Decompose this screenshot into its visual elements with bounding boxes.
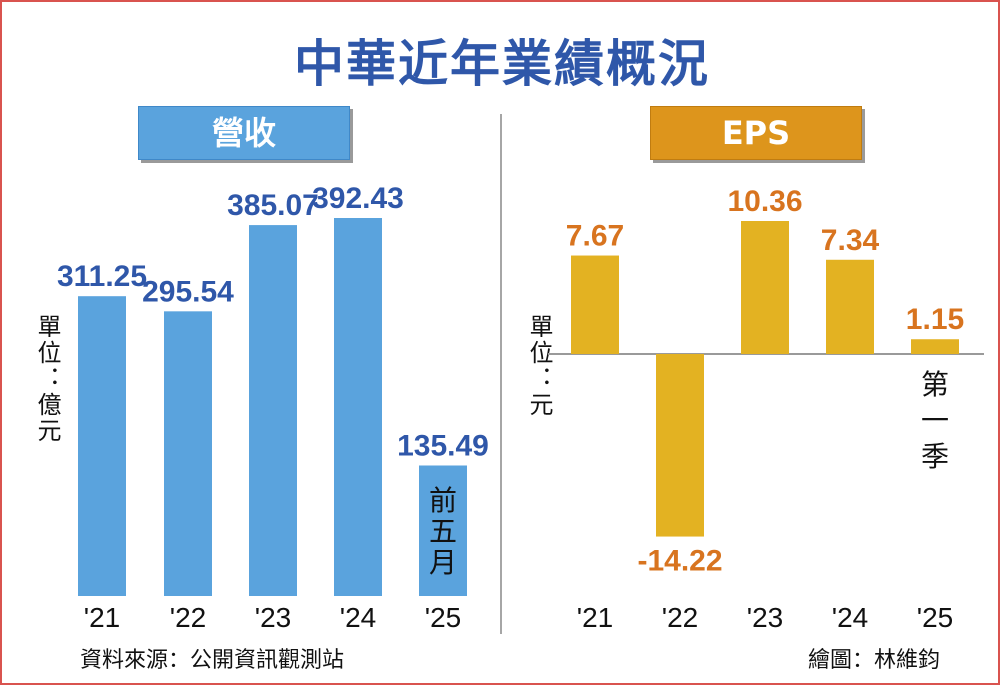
eps-value-label-4: 7.34 bbox=[821, 224, 880, 257]
revenue-x-tick-2: '22 bbox=[170, 602, 207, 633]
revenue-value-label-4: 392.43 bbox=[312, 182, 404, 215]
eps-x-tick-2: '22 bbox=[662, 602, 699, 633]
revenue-panel-title: 營收 bbox=[138, 106, 350, 160]
eps-value-label-3: 10.36 bbox=[727, 185, 802, 218]
revenue-annotation: 前 bbox=[429, 484, 457, 517]
revenue-annotation: 五 bbox=[429, 515, 457, 548]
eps-value-label-2: -14.22 bbox=[637, 545, 722, 578]
revenue-value-label-5: 135.49 bbox=[397, 429, 489, 462]
revenue-x-tick-1: '21 bbox=[84, 602, 121, 633]
revenue-x-tick-4: '24 bbox=[340, 602, 377, 633]
eps-annotation: 一 bbox=[921, 404, 949, 437]
source-note: 資料來源：公開資訊觀測站 bbox=[80, 648, 345, 673]
revenue-annotation: 月 bbox=[429, 546, 457, 579]
eps-value-label-5: 1.15 bbox=[906, 303, 964, 336]
revenue-value-label-2: 295.54 bbox=[142, 275, 234, 308]
revenue-x-tick-3: '23 bbox=[255, 602, 292, 633]
eps-annotation: 第 bbox=[921, 368, 949, 401]
eps-annotation: 季 bbox=[921, 440, 949, 473]
eps-x-tick-3: '23 bbox=[747, 602, 784, 633]
eps-bar-4 bbox=[826, 259, 874, 354]
eps-value-label-1: 7.67 bbox=[566, 220, 624, 253]
eps-x-tick-5: '25 bbox=[917, 602, 954, 633]
revenue-bar-5 bbox=[419, 465, 467, 596]
revenue-bar-1 bbox=[78, 296, 126, 596]
eps-bar-1 bbox=[571, 255, 619, 354]
credit-note: 繪圖：林維鈞 bbox=[808, 648, 941, 673]
panel-divider bbox=[500, 114, 502, 634]
revenue-bar-2 bbox=[164, 311, 212, 596]
eps-x-tick-1: '21 bbox=[577, 602, 614, 633]
eps-bar-3 bbox=[741, 221, 789, 354]
revenue-bar-3 bbox=[249, 225, 297, 597]
revenue-bar-4 bbox=[334, 218, 382, 596]
page-title: 中華近年業績概況 bbox=[294, 35, 710, 93]
eps-bar-5 bbox=[911, 339, 959, 354]
revenue-x-tick-5: '25 bbox=[425, 602, 462, 633]
revenue-value-label-1: 311.25 bbox=[57, 260, 147, 293]
revenue-value-label-3: 385.07 bbox=[227, 189, 319, 222]
eps-unit-label: 單位：元 bbox=[525, 314, 553, 418]
eps-x-tick-4: '24 bbox=[832, 602, 869, 633]
eps-panel-title: EPS bbox=[650, 106, 862, 160]
revenue-unit-label: 單位：億元 bbox=[33, 314, 61, 444]
eps-bar-2 bbox=[656, 354, 704, 537]
